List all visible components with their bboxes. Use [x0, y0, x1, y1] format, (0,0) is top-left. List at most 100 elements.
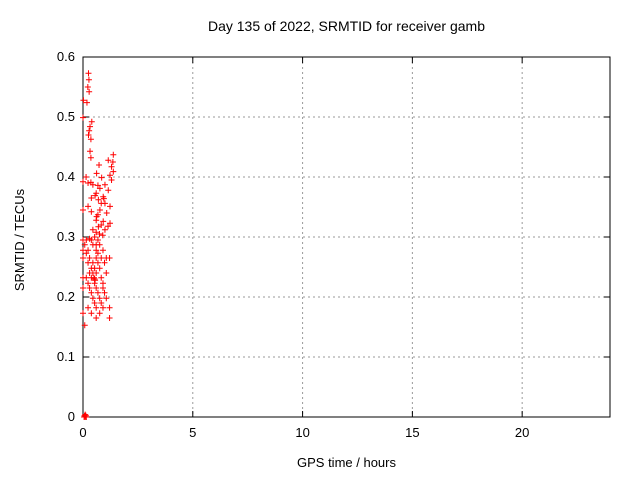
data-point-marker [93, 304, 100, 311]
data-point-marker [105, 223, 112, 230]
data-point-marker [96, 265, 103, 272]
data-point-marker [85, 203, 92, 210]
data-point-marker [85, 280, 92, 287]
data-point-marker [96, 310, 103, 317]
x-tick-label: 5 [189, 425, 197, 440]
data-point-marker [101, 259, 108, 266]
data-point-marker [94, 250, 101, 257]
data-point-marker [109, 159, 116, 165]
data-point-marker [108, 177, 115, 183]
data-point-marker [100, 218, 107, 225]
data-point-marker [101, 181, 108, 188]
data-point-marker [93, 270, 100, 276]
data-point-marker [101, 289, 108, 296]
data-point-marker [83, 237, 90, 243]
data-point-marker [81, 241, 88, 248]
plot-border [82, 56, 611, 418]
data-point-marker [98, 300, 105, 306]
y-tick-label: 0.1 [56, 349, 75, 364]
data-point-marker [96, 231, 103, 237]
data-point-marker [81, 322, 88, 329]
data-point-marker [88, 237, 95, 243]
data-point-marker [110, 151, 117, 158]
data-point-marker [89, 295, 96, 302]
data-point-marker [82, 411, 89, 418]
x-tick-label: 20 [514, 425, 530, 440]
data-point-marker [87, 136, 94, 143]
data-point-marker [91, 234, 98, 240]
data-point-marker [91, 300, 98, 306]
data-point-marker [94, 237, 101, 243]
data-point-marker [89, 226, 96, 233]
data-point-marker [80, 207, 86, 213]
chart-title: Day 135 of 2022, SRMTID for receiver gam… [207, 18, 485, 34]
data-point-marker [96, 241, 103, 248]
data-point-marker [87, 148, 94, 155]
data-point-marker [107, 203, 114, 210]
data-point-marker [89, 259, 96, 266]
y-tick-label: 0.6 [56, 49, 75, 64]
data-point-marker [80, 178, 86, 185]
data-point-marker [80, 247, 86, 254]
data-point-marker [86, 255, 93, 261]
data-point-marker [93, 315, 100, 321]
data-point-marker [83, 99, 90, 106]
data-point-marker [88, 195, 95, 201]
data-point-marker [103, 295, 110, 302]
x-tick-label: 0 [79, 425, 87, 440]
data-point-marker [94, 289, 101, 296]
data-point-marker [99, 304, 106, 311]
data-point-marker [99, 285, 106, 291]
data-point-marker [96, 295, 103, 302]
data-point-marker [108, 163, 115, 170]
data-point-marker [91, 265, 98, 272]
y-tick-label: 0.4 [56, 169, 75, 184]
data-point-marker [83, 274, 90, 281]
data-point-marker [101, 200, 108, 207]
data-point-marker [105, 187, 112, 194]
data-point-marker [88, 208, 95, 215]
data-point-marker [84, 84, 91, 90]
data-point-marker [98, 255, 105, 261]
data-point-marker [89, 181, 96, 188]
data-point-marker [80, 97, 87, 104]
data-point-marker [80, 285, 86, 291]
data-point-marker [93, 285, 100, 291]
data-point-marker [96, 185, 103, 192]
data-point-marker [83, 250, 90, 257]
data-point-marker [103, 210, 110, 216]
data-point-marker [83, 174, 90, 180]
data-point-marker [106, 304, 113, 311]
data-point-marker [98, 174, 105, 181]
data-point-marker [85, 132, 92, 138]
data-point-marker [100, 195, 107, 202]
data-point-marker [93, 170, 100, 177]
data-point-marker [95, 223, 102, 230]
data-point-marker [85, 76, 92, 83]
data-point-marker [88, 289, 95, 296]
data-point-marker [80, 114, 86, 121]
y-tick-label: 0.3 [56, 229, 75, 244]
data-point-marker [107, 172, 114, 179]
data-point-marker [87, 123, 94, 130]
y-tick-label: 0 [67, 409, 75, 424]
data-point-marker [96, 207, 103, 213]
data-point-marker [101, 226, 108, 233]
data-point-marker [93, 255, 100, 261]
data-point-marker [85, 180, 92, 186]
data-point-marker [110, 168, 117, 175]
data-point-marker [95, 196, 102, 203]
x-axis-label: GPS time / hours [297, 455, 396, 470]
y-tick-label: 0.5 [56, 109, 75, 124]
data-point-marker [94, 259, 101, 266]
data-point-marker [98, 274, 105, 281]
data-point-marker [86, 127, 93, 134]
data-point-marker [82, 412, 89, 419]
data-point-marker [92, 192, 99, 199]
data-point-marker [106, 255, 113, 261]
data-point-marker [93, 217, 100, 224]
data-point-marker [88, 310, 95, 317]
data-point-marker [93, 229, 100, 236]
